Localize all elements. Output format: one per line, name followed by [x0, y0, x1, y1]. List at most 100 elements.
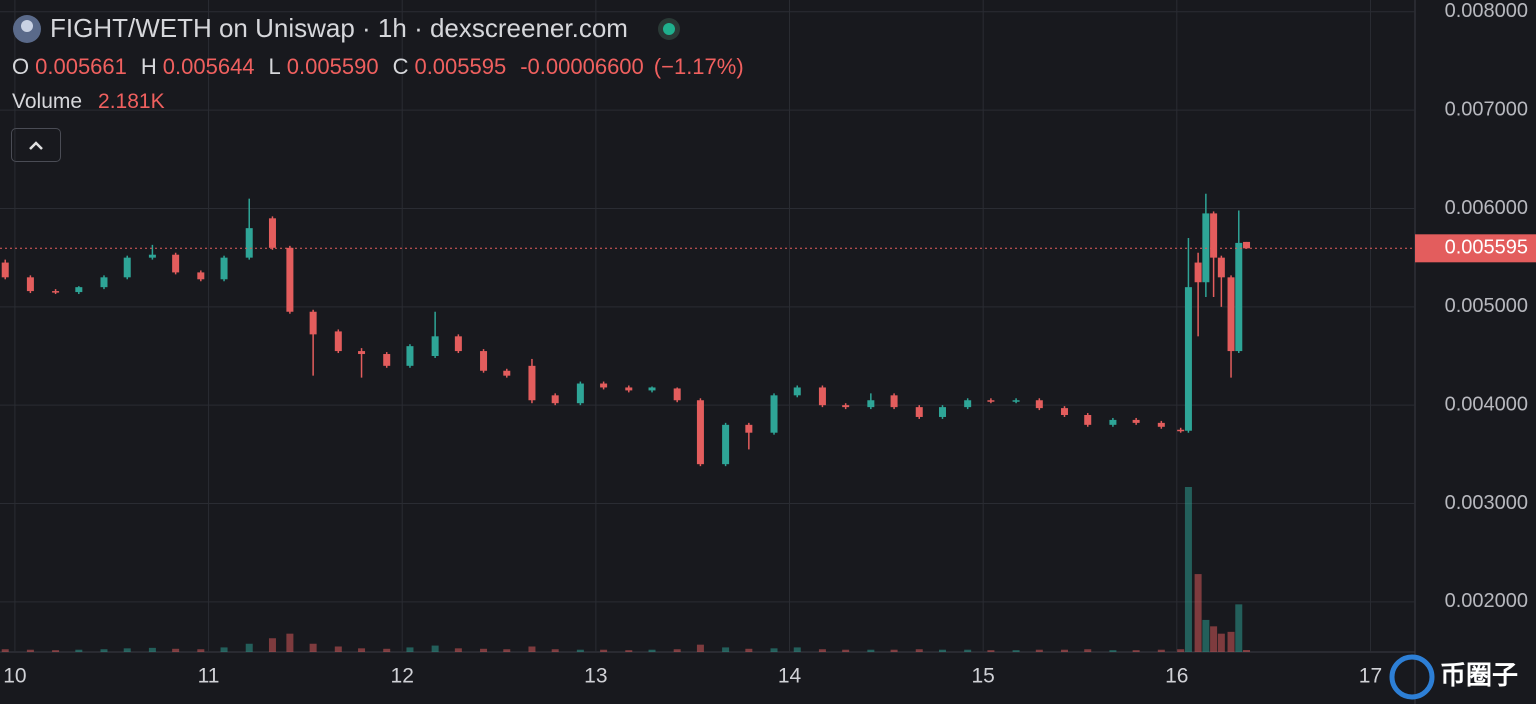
candle-body [358, 351, 366, 355]
candle-body [648, 387, 656, 391]
candle-body [172, 254, 180, 273]
candle-body [26, 277, 34, 292]
candle-body [1084, 414, 1092, 425]
y-tick-label: 0.006000 [1445, 197, 1528, 219]
volume-bar [1184, 487, 1192, 652]
volume-bar [383, 648, 391, 652]
x-tick-label: 12 [391, 665, 414, 688]
ohlc-row: O 0.005661 H 0.005644 L 0.005590 C 0.005595 -0.0… [12, 54, 744, 80]
volume-bar [793, 647, 801, 652]
volume-bar [1084, 649, 1092, 652]
candle-body [1243, 241, 1251, 249]
ohlc-value: 0.005661 [35, 54, 127, 79]
volume-bar [818, 649, 826, 652]
volume-bar [268, 638, 276, 652]
candle-body [987, 400, 995, 402]
candle-body [1177, 429, 1185, 432]
volume-bar [1132, 650, 1140, 652]
x-tick-label: 10 [3, 665, 26, 688]
chart-title: FIGHT/WETH on Uniswap · 1h · dexscreener… [50, 13, 628, 43]
candle-body [245, 228, 253, 258]
volume-bar [1060, 649, 1068, 652]
volume-bar [551, 649, 559, 652]
volume-bar [1035, 649, 1043, 652]
collapse-button[interactable] [11, 128, 61, 162]
volume-bar [987, 650, 995, 652]
volume-bar [220, 647, 228, 652]
candle-body [722, 424, 730, 465]
volume-key: Volume [12, 90, 83, 113]
last-price-label: 0.005595 [1445, 237, 1528, 259]
volume-bar [1157, 649, 1165, 652]
ohlc-key: O [12, 54, 30, 79]
volume-bar [915, 649, 923, 652]
candle-body [383, 354, 391, 366]
x-tick-label: 13 [584, 665, 607, 688]
candle-body [52, 291, 60, 293]
volume-bar [480, 648, 488, 652]
ohlc-value: 0.005644 [162, 54, 255, 79]
volume-bar [1210, 626, 1218, 652]
volume-bar [890, 649, 898, 652]
volume-bar [123, 648, 131, 652]
candle-body [1184, 287, 1192, 431]
candle-body [1012, 400, 1020, 402]
title-row: FIGHT/WETH on Uniswap · 1h · dexscreener… [12, 13, 684, 44]
candle-body [123, 257, 131, 278]
volume-bar [197, 649, 205, 652]
candle-body [454, 336, 462, 352]
volume-bar [770, 648, 778, 652]
candle-body [818, 387, 826, 406]
watermark: 币圈子 [1440, 660, 1518, 690]
candle-body [503, 370, 511, 376]
candle-body [770, 395, 778, 433]
candle-body [600, 383, 608, 388]
candle-body [431, 336, 439, 356]
y-tick-label: 0.008000 [1445, 0, 1528, 22]
volume-bar [286, 633, 294, 652]
candle-body [1157, 422, 1165, 427]
volume-bar [1243, 650, 1251, 652]
candle-body [867, 400, 875, 408]
candle-body [528, 365, 536, 401]
candle-body [286, 247, 294, 312]
candle-body [1235, 242, 1243, 352]
candle-body [334, 331, 342, 352]
candle-body [1210, 213, 1218, 258]
status-dot [657, 17, 680, 40]
volume-bar [172, 648, 180, 652]
volume-bar [964, 649, 972, 652]
candle-body [148, 254, 156, 258]
volume-bar [52, 650, 60, 652]
volume-bar [1202, 619, 1210, 652]
volume-bar [673, 649, 681, 652]
y-tick-label: 0.004000 [1445, 393, 1528, 415]
volume-bar [100, 649, 108, 652]
ohlc-key: C [392, 54, 409, 79]
volume-bar [358, 648, 366, 652]
candle-body [964, 400, 972, 408]
volume-bar [26, 649, 34, 652]
volume-bar [148, 647, 156, 652]
token-logo [13, 14, 41, 43]
candle-body [75, 287, 83, 293]
ohlc-value: 0.005595 [414, 54, 507, 79]
candle-body [1217, 257, 1225, 278]
y-tick-label: 0.007000 [1445, 98, 1528, 120]
candle-body [406, 346, 414, 366]
volume-bar [309, 643, 317, 652]
volume-bar [867, 649, 875, 652]
candle-body [268, 218, 276, 248]
candle-body [1060, 408, 1068, 415]
candle-body [625, 387, 633, 391]
candle-body [1194, 262, 1202, 283]
ohlc-value: 0.005590 [286, 54, 379, 79]
volume-bar [1012, 650, 1020, 652]
volume-bar [431, 645, 439, 652]
candle-body [842, 405, 850, 408]
volume-bar [75, 649, 83, 652]
axis-panel [1415, 0, 1536, 704]
volume-bar [938, 649, 946, 652]
